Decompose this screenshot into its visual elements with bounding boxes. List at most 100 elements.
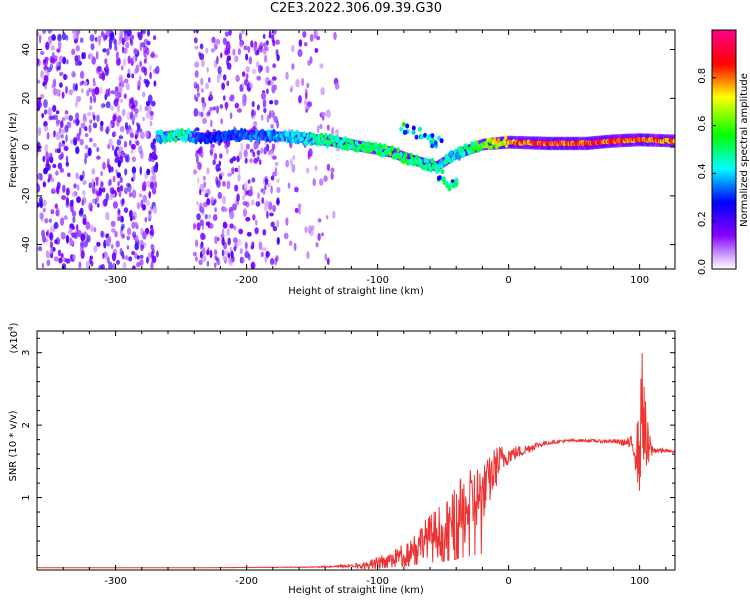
noise-cell (89, 119, 93, 124)
noise-cell (127, 55, 131, 64)
noise-cell (103, 32, 107, 42)
noise-cell (95, 50, 99, 60)
noise-cell (132, 231, 137, 238)
noise-cell (265, 180, 268, 186)
noise-cell (111, 189, 115, 195)
noise-cell (91, 56, 96, 65)
noise-cell (114, 148, 118, 157)
noise-cell (50, 209, 55, 215)
noise-cell (125, 182, 131, 188)
noise-cell (50, 177, 55, 183)
noise-cell (40, 70, 44, 79)
noise-cell (92, 198, 96, 204)
noise-cell (258, 45, 263, 50)
snr-series-line (37, 353, 675, 570)
noise-cell (70, 254, 73, 260)
ridge-core-cell (374, 141, 378, 148)
noise-cell (111, 252, 117, 262)
noise-cell (285, 217, 289, 226)
noise-cell (153, 53, 159, 59)
noise-cell (57, 162, 63, 170)
noise-cell (139, 104, 142, 113)
noise-cell (123, 93, 127, 99)
noise-cell (320, 87, 325, 96)
y-tick-label: 20 (21, 92, 32, 105)
noise-cell (325, 109, 331, 119)
noise-cell (37, 246, 43, 252)
noise-cell (266, 210, 269, 219)
noise-cell (105, 101, 111, 109)
noise-cell (237, 164, 241, 174)
noise-cell (209, 250, 213, 259)
noise-cell (108, 261, 113, 269)
noise-cell (260, 147, 264, 154)
noise-cell (55, 131, 61, 141)
noise-cell (65, 258, 71, 264)
noise-cell (52, 104, 57, 113)
noise-cell (241, 257, 245, 263)
noise-cell (247, 45, 251, 54)
noise-cell (192, 251, 197, 257)
noise-cell (253, 144, 257, 150)
noise-cell (121, 39, 125, 46)
noise-cell (207, 214, 212, 219)
noise-cell (247, 253, 251, 261)
noise-cell (41, 235, 47, 243)
noise-cell (274, 257, 278, 266)
noise-cell (96, 241, 101, 247)
noise-cell (298, 39, 303, 47)
noise-cell (313, 30, 318, 38)
noise-cell (76, 132, 81, 142)
noise-cell (102, 48, 107, 53)
noise-cell (204, 189, 207, 195)
noise-cell (124, 155, 128, 163)
noise-cell (150, 261, 154, 269)
noise-cell (79, 70, 85, 79)
snr-y-multiplier: (x104) (7, 322, 20, 353)
ridge-core-cell (366, 148, 370, 155)
noise-cell (119, 176, 123, 183)
noise-cell (66, 187, 70, 196)
noise-cell (142, 91, 146, 98)
noise-cell (39, 94, 45, 99)
noise-cell (55, 170, 59, 176)
ridge-core-cell (475, 140, 479, 146)
noise-cell (118, 190, 122, 198)
noise-cell (38, 101, 42, 108)
ridge-core-cell (378, 142, 382, 149)
noise-cell (251, 199, 255, 206)
snr-y-ticks: 1 2 3 (21, 337, 675, 557)
noise-cell (195, 239, 199, 248)
branch-cell (447, 186, 452, 192)
noise-cell (63, 215, 68, 220)
noise-cell (152, 138, 156, 144)
x-tick-label: -100 (366, 275, 389, 286)
noise-cell (145, 79, 150, 88)
noise-cell (236, 193, 240, 202)
noise-cell (126, 235, 130, 241)
noise-cell (321, 232, 324, 237)
noise-cell (234, 102, 239, 109)
noise-cell (80, 122, 86, 129)
colorbar-tick-label: 0.6 (697, 116, 708, 132)
noise-cell (37, 79, 41, 84)
noise-cell (266, 143, 270, 152)
noise-cell (116, 172, 122, 179)
noise-cell (330, 171, 334, 180)
noise-cell (84, 156, 87, 165)
noise-cell (90, 260, 94, 267)
colorbar-label: Normalized spectral amplitude (739, 73, 750, 227)
noise-cell (65, 34, 69, 41)
noise-cell (111, 145, 115, 151)
ridge-core-cell (207, 131, 211, 138)
noise-cell (121, 65, 124, 71)
noise-cell (89, 255, 94, 260)
ridge-core-cell (399, 151, 403, 158)
noise-cell (94, 86, 100, 95)
noise-cell (110, 166, 114, 172)
noise-cell (54, 203, 58, 209)
noise-cell (47, 178, 50, 183)
noise-cell (288, 240, 293, 247)
noise-cell (244, 188, 247, 197)
ridge-core-cell (305, 140, 309, 146)
